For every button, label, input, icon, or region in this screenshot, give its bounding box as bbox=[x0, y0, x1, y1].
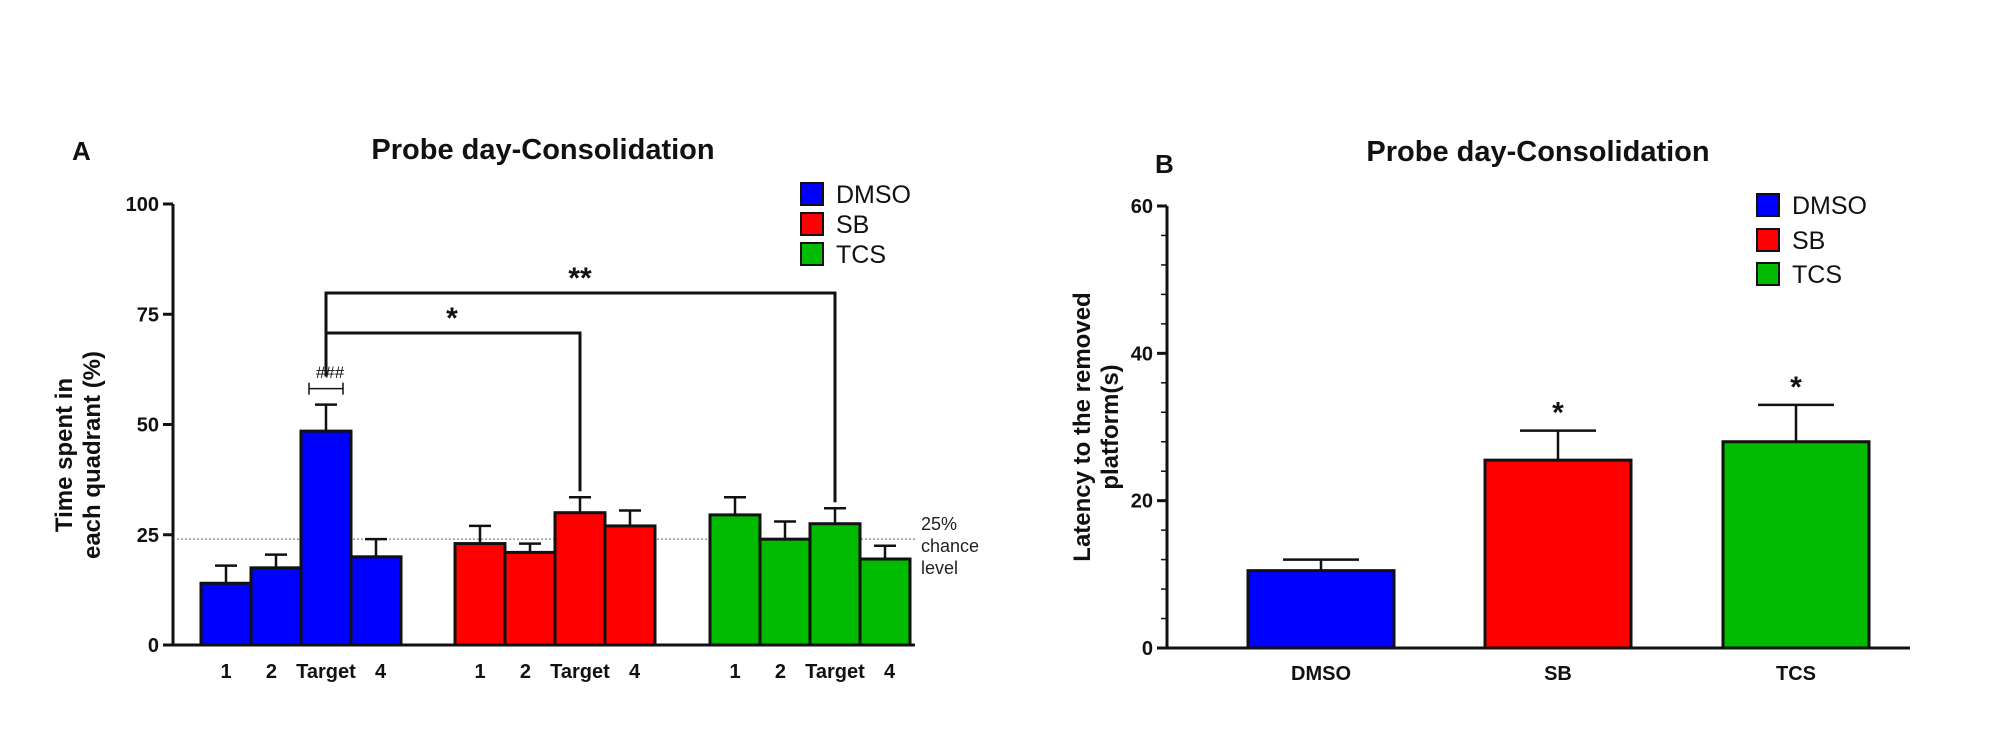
hash-annotation: ### bbox=[316, 363, 345, 382]
legend-b-swatch-dmso bbox=[1756, 193, 1780, 217]
chance-label-line3: level bbox=[921, 558, 958, 578]
legend-b-swatch-sb bbox=[1756, 228, 1780, 252]
panel-a-xtick-2-1: 1 bbox=[729, 661, 740, 683]
panel-b-ylabel-line2: platform(s) bbox=[1097, 364, 1124, 489]
panel-a-bracket-far bbox=[324, 291, 837, 503]
panel-a-bar-dmso-1 bbox=[199, 581, 253, 647]
panel-a-ytick-label-100: 100 bbox=[126, 194, 159, 216]
panel-b-ylabel-line1: Latency to the removed bbox=[1069, 292, 1096, 561]
panel-b-plot: 0 20 40 60 DMSO SB * TCS * bbox=[1131, 196, 1910, 685]
panel-a-ytick-label-25: 25 bbox=[137, 525, 159, 547]
bracket-near-star: * bbox=[446, 302, 458, 335]
panel-b-sig-tcs: * bbox=[1790, 371, 1802, 404]
chance-label-line1: 25% bbox=[921, 514, 957, 534]
panel-a-ytick-label-50: 50 bbox=[137, 415, 159, 437]
panel-b-sig-sb: * bbox=[1552, 397, 1564, 430]
panel-a-bar-tcs-2 bbox=[758, 537, 812, 647]
panel-b-bar-sb bbox=[1483, 458, 1633, 650]
panel-b-xtick-tcs: TCS bbox=[1776, 663, 1816, 685]
panel-a-xtick-2-4: 4 bbox=[884, 661, 896, 683]
legend-a-swatch-tcs bbox=[800, 242, 824, 266]
panel-a: A Probe day-Consolidation Time spent in … bbox=[51, 134, 979, 683]
panel-a-xtick-0-4: 4 bbox=[375, 661, 387, 683]
panel-b-bar-dmso bbox=[1246, 569, 1396, 650]
panel-a-xtick-2-2: 2 bbox=[775, 661, 786, 683]
panel-a-bar-sb-3 bbox=[553, 511, 607, 647]
panel-b-xtick-dmso: DMSO bbox=[1291, 663, 1351, 685]
panel-b-legend: DMSO SB TCS bbox=[1756, 192, 1867, 289]
panel-a-plot: 0 25 50 75 100 1 2 Target 4 1 2 Target 4 1 2 Target 4 bbox=[126, 194, 915, 683]
legend-b-swatch-tcs bbox=[1756, 262, 1780, 286]
panel-b-label: B bbox=[1155, 149, 1174, 179]
panel-a-label: A bbox=[72, 136, 91, 166]
panel-b-ytick-label-20: 20 bbox=[1131, 491, 1153, 513]
panel-b-xtick-sb: SB bbox=[1544, 663, 1572, 685]
panel-a-title: Probe day-Consolidation bbox=[371, 134, 714, 166]
panel-a-bar-tcs-4 bbox=[858, 557, 912, 647]
panel-a-ytick-label-75: 75 bbox=[137, 304, 159, 326]
panel-a-bracket-near bbox=[324, 331, 582, 492]
panel-b-ytick-label-60: 60 bbox=[1131, 196, 1153, 218]
panel-a-bar-dmso-4 bbox=[349, 555, 403, 647]
legend-a-swatch-sb bbox=[800, 212, 824, 236]
panel-a-xtick-1-1: 1 bbox=[474, 661, 485, 683]
panel-a-xtick-0-2: 2 bbox=[266, 661, 277, 683]
panel-b-title: Probe day-Consolidation bbox=[1366, 136, 1709, 168]
panel-a-xtick-2-target: Target bbox=[805, 661, 865, 683]
panel-a-ytick-label-0: 0 bbox=[148, 635, 159, 657]
panel-a-xtick-1-4: 4 bbox=[629, 661, 641, 683]
panel-b: B Probe day-Consolidation Latency to the… bbox=[1069, 136, 1910, 685]
legend-a-label-tcs: TCS bbox=[836, 241, 886, 269]
legend-b-label-sb: SB bbox=[1792, 227, 1825, 255]
panel-a-xtick-0-1: 1 bbox=[220, 661, 231, 683]
panel-a-bar-tcs-1 bbox=[708, 513, 762, 647]
panel-a-bar-sb-1 bbox=[453, 542, 507, 647]
panel-a-legend: DMSO SB TCS bbox=[800, 181, 911, 269]
panel-b-bar-tcs bbox=[1721, 440, 1871, 650]
panel-a-xtick-0-target: Target bbox=[296, 661, 356, 683]
panel-a-ylabel-line1: Time spent in bbox=[51, 378, 78, 532]
panel-b-ytick-label-40: 40 bbox=[1131, 343, 1153, 365]
chance-label-line2: chance bbox=[921, 536, 979, 556]
legend-a-swatch-dmso bbox=[800, 182, 824, 206]
panel-a-bar-dmso-2 bbox=[249, 566, 303, 647]
panel-a-bar-sb-4 bbox=[603, 524, 657, 647]
legend-a-label-sb: SB bbox=[836, 211, 869, 239]
legend-a-label-dmso: DMSO bbox=[836, 181, 911, 209]
panel-a-xtick-1-target: Target bbox=[550, 661, 610, 683]
panel-a-ylabel-line2: each quadrant (%) bbox=[79, 351, 106, 559]
panel-b-ytick-label-0: 0 bbox=[1142, 638, 1153, 660]
legend-b-label-tcs: TCS bbox=[1792, 261, 1842, 289]
panel-a-bar-tcs-3 bbox=[808, 522, 862, 647]
panel-a-xtick-1-2: 2 bbox=[520, 661, 531, 683]
legend-b-label-dmso: DMSO bbox=[1792, 192, 1867, 220]
panel-a-bar-dmso-3 bbox=[299, 429, 353, 647]
panel-a-bar-sb-2 bbox=[503, 550, 557, 647]
bracket-far-stars: ** bbox=[568, 262, 592, 295]
